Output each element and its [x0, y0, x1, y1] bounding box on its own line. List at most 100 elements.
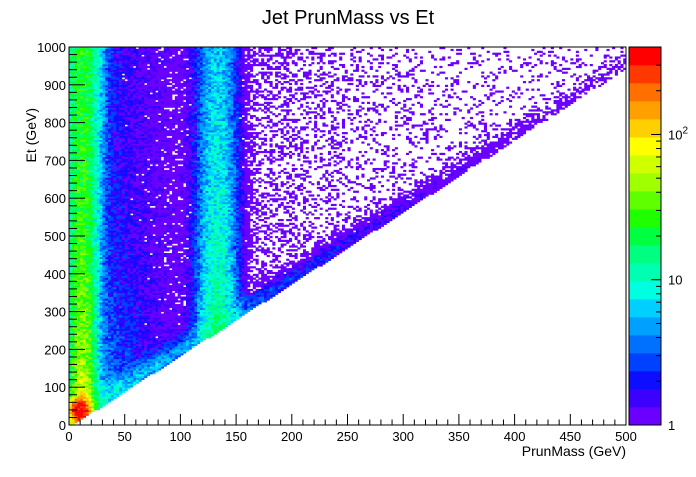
- heatmap-cell: [300, 264, 304, 267]
- heatmap-cell: [194, 307, 198, 311]
- heatmap-cell: [80, 379, 84, 382]
- heatmap-cell: [205, 262, 209, 265]
- heatmap-cell: [275, 288, 279, 292]
- heatmap-cell: [80, 256, 84, 259]
- heatmap-cell: [155, 304, 159, 307]
- heatmap-cell: [152, 319, 156, 322]
- heatmap-cell: [94, 370, 98, 373]
- heatmap-cell: [211, 277, 215, 280]
- heatmap-cell: [85, 389, 89, 392]
- heatmap-cell: [91, 366, 95, 369]
- heatmap-cell: [146, 247, 151, 250]
- heatmap-cell: [99, 366, 103, 369]
- heatmap-cell: [208, 288, 212, 292]
- heatmap-cell: [144, 281, 148, 284]
- heatmap-cell: [158, 349, 162, 352]
- heatmap-cell: [74, 368, 78, 371]
- heatmap-cell: [305, 264, 309, 267]
- heatmap-cell: [69, 381, 73, 384]
- heatmap-cell: [341, 239, 346, 242]
- heatmap-cell: [74, 387, 78, 390]
- heatmap-cell: [85, 343, 89, 346]
- heatmap-cell: [74, 372, 78, 375]
- heatmap-cell: [91, 362, 95, 365]
- heatmap-cell: [305, 254, 309, 258]
- heatmap-cell: [146, 237, 151, 241]
- heatmap-cell: [216, 254, 220, 258]
- heatmap-cell: [94, 307, 98, 311]
- heatmap-cell: [82, 345, 86, 348]
- heatmap-cell: [141, 360, 145, 363]
- heatmap-cell: [289, 279, 293, 282]
- heatmap-cell: [241, 260, 245, 263]
- heatmap-cell: [74, 288, 78, 292]
- heatmap-cell: [141, 349, 145, 352]
- heatmap-cell: [124, 296, 128, 299]
- heatmap-cell: [160, 304, 164, 307]
- heatmap-cell: [319, 254, 323, 258]
- heatmap-cell: [250, 275, 254, 278]
- heatmap-cell: [185, 330, 190, 333]
- heatmap-cell: [155, 302, 159, 305]
- heatmap-cell: [160, 330, 164, 333]
- heatmap-cell: [130, 360, 134, 363]
- heatmap-cell: [113, 304, 117, 307]
- heatmap-cell: [96, 313, 100, 316]
- heatmap-cell: [241, 311, 245, 314]
- heatmap-cell: [69, 251, 73, 254]
- heatmap-cell: [135, 364, 139, 367]
- heatmap-cell: [69, 332, 73, 335]
- heatmap-cell: [88, 264, 92, 267]
- heatmap-cell: [88, 381, 92, 384]
- heatmap-cell: [222, 271, 226, 275]
- heatmap-cell: [152, 268, 156, 271]
- heatmap-cell: [130, 311, 134, 314]
- heatmap-cell: [133, 283, 137, 286]
- heatmap-cell: [82, 404, 86, 407]
- heatmap-cell: [110, 375, 114, 379]
- heatmap-cell: [110, 317, 114, 320]
- heatmap-cell: [158, 268, 162, 271]
- heatmap-cell: [236, 237, 240, 241]
- heatmap-cell: [144, 298, 148, 301]
- heatmap-cell: [102, 390, 106, 394]
- heatmap-cell: [177, 328, 181, 331]
- heatmap-cell: [174, 315, 178, 318]
- heatmap-cell: [322, 247, 326, 250]
- heatmap-cell: [199, 338, 203, 341]
- heatmap-cell: [113, 392, 117, 396]
- heatmap-cell: [197, 258, 201, 261]
- heatmap-cell: [121, 328, 125, 331]
- heatmap-cell: [91, 253, 95, 256]
- heatmap-cell: [163, 271, 167, 275]
- heatmap-cell: [194, 245, 198, 248]
- heatmap-cell: [216, 249, 220, 252]
- heatmap-cell: [224, 266, 229, 269]
- heatmap-cell: [91, 270, 95, 273]
- heatmap-cell: [252, 287, 256, 290]
- heatmap-cell: [138, 336, 142, 339]
- heatmap-cell: [177, 273, 181, 276]
- heatmap-cell: [216, 288, 220, 292]
- heatmap-cell: [82, 326, 86, 329]
- heatmap-cell: [222, 322, 226, 326]
- heatmap-cell: [166, 355, 170, 358]
- heatmap-cell: [177, 294, 181, 297]
- heatmap-cell: [138, 375, 142, 379]
- heatmap-cell: [74, 396, 78, 399]
- heatmap-cell: [82, 396, 86, 399]
- heatmap-cell: [119, 375, 123, 379]
- heatmap-cell: [160, 302, 164, 305]
- heatmap-cell: [107, 287, 112, 290]
- heatmap-cell: [163, 351, 167, 354]
- heatmap-cell: [155, 332, 159, 335]
- heatmap-cell: [94, 258, 98, 261]
- heatmap-cell: [88, 300, 92, 303]
- heatmap-cell: [141, 275, 145, 278]
- heatmap-cell: [77, 288, 81, 292]
- heatmap-cell: [77, 356, 81, 360]
- heatmap-cell: [227, 309, 231, 312]
- heatmap-cell: [133, 370, 137, 373]
- heatmap-cell: [146, 326, 151, 329]
- heatmap-cell: [146, 313, 151, 316]
